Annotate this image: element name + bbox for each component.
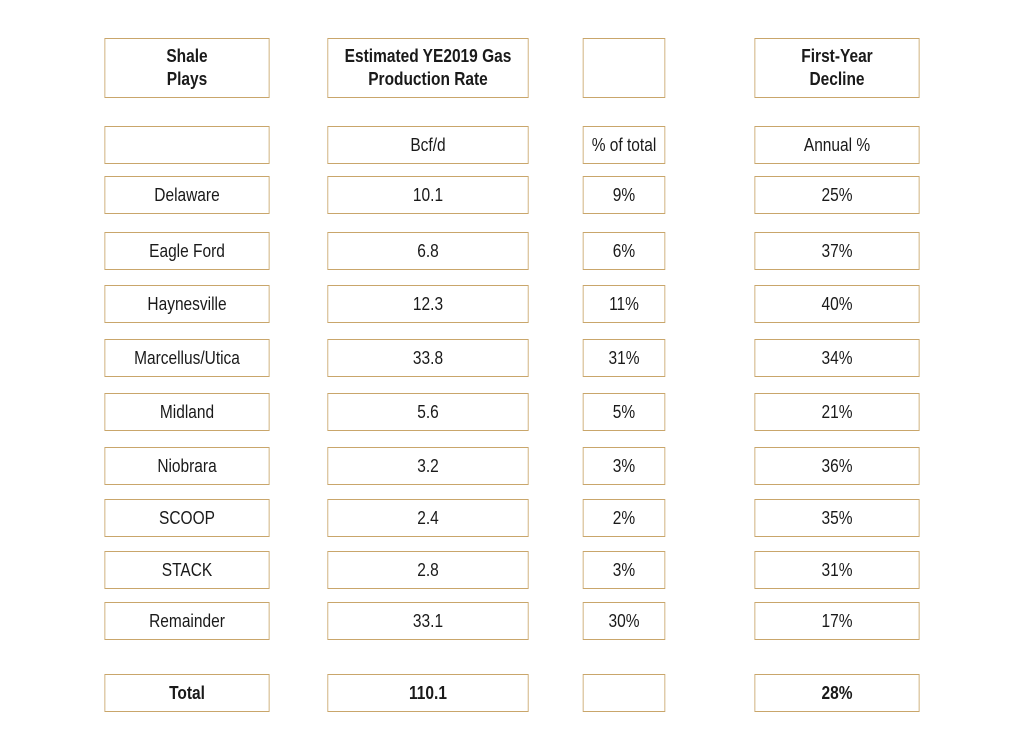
data-cell-decline: 40%	[754, 285, 920, 323]
data-cell-rate: 2.4	[327, 499, 529, 537]
data-cell-rate: 10.1	[327, 176, 529, 214]
data-cell-play: Eagle Ford	[104, 232, 270, 270]
data-cell-play: Niobrara	[104, 447, 270, 485]
header-cell-rate: Estimated YE2019 Gas Production Rate	[327, 38, 529, 98]
data-cell-play: Midland	[104, 393, 270, 431]
header-cell-decline: First-Year Decline	[754, 38, 920, 98]
data-cell-share: 3%	[582, 447, 666, 485]
data-cell-rate: 5.6	[327, 393, 529, 431]
data-cell-rate: 2.8	[327, 551, 529, 589]
data-cell-play: Delaware	[104, 176, 270, 214]
total-cell-rate: 110.1	[327, 674, 529, 712]
data-cell-play: STACK	[104, 551, 270, 589]
data-cell-rate: 12.3	[327, 285, 529, 323]
data-cell-play: Marcellus/Utica	[104, 339, 270, 377]
data-cell-decline: 21%	[754, 393, 920, 431]
total-cell-share	[582, 674, 666, 712]
data-cell-share: 6%	[582, 232, 666, 270]
data-cell-rate: 3.2	[327, 447, 529, 485]
data-cell-share: 5%	[582, 393, 666, 431]
data-cell-play: SCOOP	[104, 499, 270, 537]
data-cell-play: Remainder	[104, 602, 270, 640]
data-cell-decline: 37%	[754, 232, 920, 270]
total-cell-play: Total	[104, 674, 270, 712]
data-cell-share: 3%	[582, 551, 666, 589]
unit-cell-play	[104, 126, 270, 164]
data-cell-share: 2%	[582, 499, 666, 537]
data-cell-share: 11%	[582, 285, 666, 323]
unit-cell-rate: Bcf/d	[327, 126, 529, 164]
data-cell-decline: 31%	[754, 551, 920, 589]
data-cell-share: 9%	[582, 176, 666, 214]
header-cell-share	[582, 38, 666, 98]
data-cell-decline: 17%	[754, 602, 920, 640]
data-cell-share: 30%	[582, 602, 666, 640]
header-cell-play: Shale Plays	[104, 38, 270, 98]
data-cell-share: 31%	[582, 339, 666, 377]
unit-cell-share: % of total	[582, 126, 666, 164]
data-cell-decline: 35%	[754, 499, 920, 537]
data-cell-rate: 33.8	[327, 339, 529, 377]
data-cell-rate: 6.8	[327, 232, 529, 270]
unit-cell-decline: Annual %	[754, 126, 920, 164]
data-cell-rate: 33.1	[327, 602, 529, 640]
data-cell-play: Haynesville	[104, 285, 270, 323]
data-cell-decline: 34%	[754, 339, 920, 377]
total-cell-decline: 28%	[754, 674, 920, 712]
data-cell-decline: 25%	[754, 176, 920, 214]
data-cell-decline: 36%	[754, 447, 920, 485]
